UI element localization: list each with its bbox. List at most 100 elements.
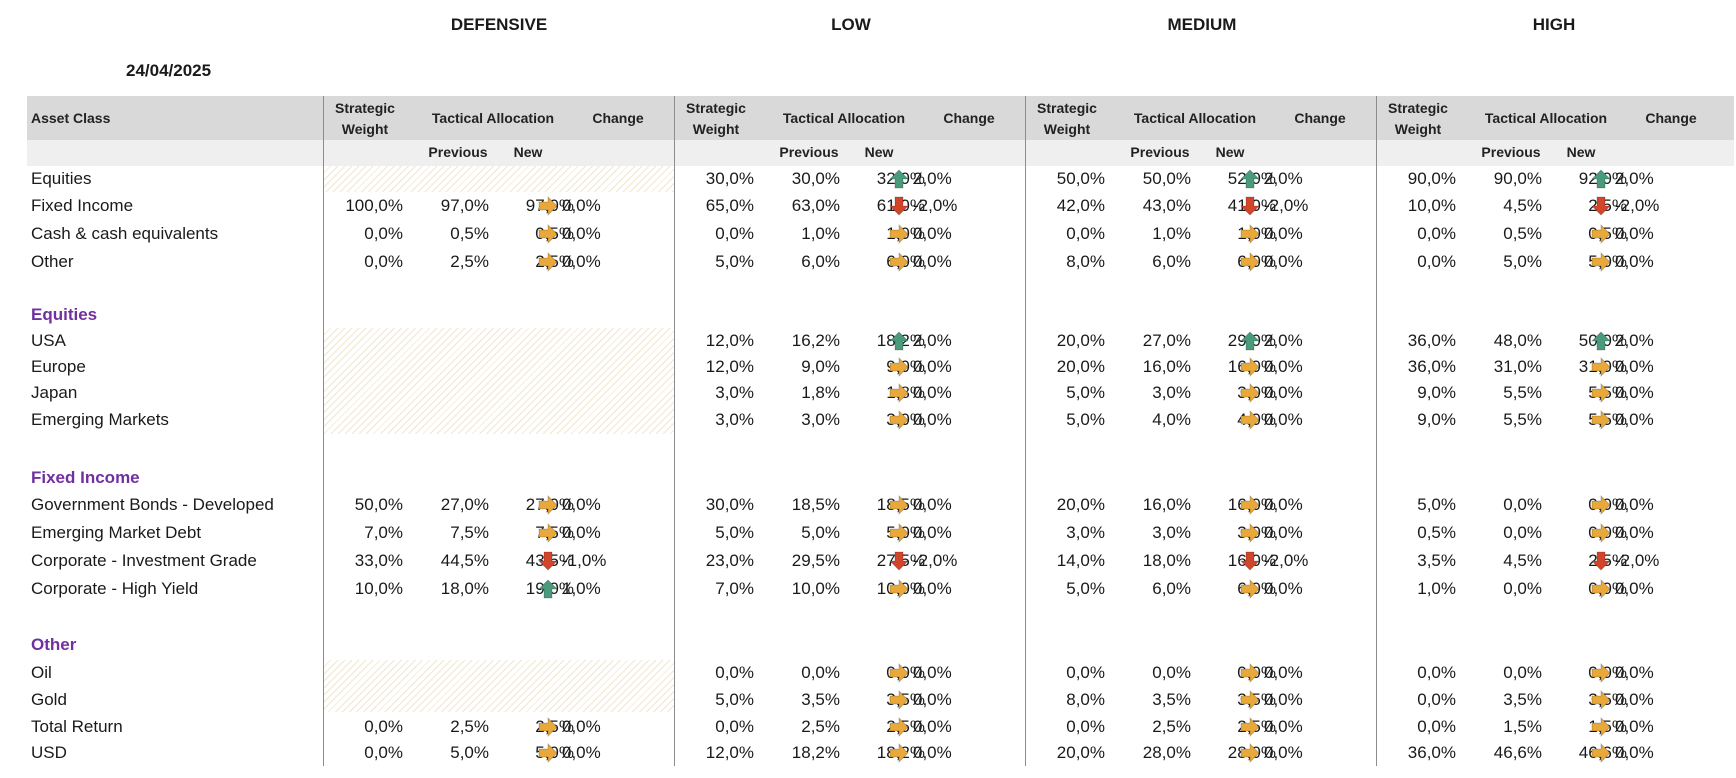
header-previous: Previous <box>1130 144 1190 160</box>
change-cell: 0,0% <box>1240 380 1303 406</box>
change-cell: 0,0% <box>1591 520 1654 546</box>
header-strategic-weight: Strategic Weight <box>1028 98 1106 140</box>
change-value: 0,0% <box>913 663 952 682</box>
previous-cell: 3,0% <box>1152 383 1191 402</box>
change-cell: 0,0% <box>889 740 952 766</box>
arrow-right-icon <box>538 717 558 737</box>
change-value: 0,0% <box>1264 663 1303 682</box>
arrow-right-icon <box>889 663 909 683</box>
arrow-right-icon <box>1591 224 1611 244</box>
change-cell: 0,0% <box>1591 714 1654 740</box>
table-row: Other0,0%2,5%2,5%0,0%5,0%6,0%6,0%0,0%8,0… <box>0 249 1736 275</box>
previous-cell: 2,5% <box>1152 717 1191 736</box>
table-row: Fixed Income100,0%97,0%97,0%0,0%65,0%63,… <box>0 193 1736 219</box>
profile-title-medium: MEDIUM <box>1167 15 1237 34</box>
change-cell: -2,0% <box>889 548 957 574</box>
row-label: USD <box>31 743 67 762</box>
arrow-right-icon <box>889 717 909 737</box>
section-heading: Equities <box>31 305 98 324</box>
header-strategic-weight: Strategic Weight <box>326 98 404 140</box>
change-value: -2,0% <box>913 551 958 570</box>
arrow-right-icon <box>889 743 909 763</box>
arrow-right-icon <box>538 224 558 244</box>
strategic-weight-cell: 0,0% <box>1066 717 1105 736</box>
change-value: 2,0% <box>1264 331 1303 350</box>
change-value: 0,0% <box>1615 523 1654 542</box>
previous-cell: 4,0% <box>1152 410 1191 429</box>
change-cell: 0,0% <box>1240 740 1303 766</box>
previous-cell: 1,8% <box>801 383 840 402</box>
change-cell: 0,0% <box>889 660 952 686</box>
row-label: Emerging Markets <box>31 410 169 429</box>
arrow-right-icon <box>889 523 909 543</box>
change-cell: 0,0% <box>538 714 601 740</box>
arrow-right-icon <box>1240 410 1260 430</box>
previous-cell: 29,5% <box>791 551 840 570</box>
strategic-weight-cell: 9,0% <box>1417 410 1456 429</box>
change-value: 0,0% <box>1615 224 1654 243</box>
arrow-right-icon <box>1240 252 1260 272</box>
table-row: Cash & cash equivalents 0,0% 0,5% 0,5% 0,0% 0… <box>0 221 1736 247</box>
header-change: Change <box>943 110 995 126</box>
table-row: Total Return0,0%2,5%2,5%0,0%0,0%2,5%2,5%… <box>0 714 1736 740</box>
strategic-weight-cell: 3,0% <box>715 410 754 429</box>
previous-cell: 27,0% <box>440 495 489 514</box>
previous-cell: 5,5% <box>1503 410 1542 429</box>
previous-cell: 27,0% <box>1142 331 1191 350</box>
strategic-weight-cell: 50,0% <box>1056 169 1105 188</box>
strategic-weight-cell: 50,0% <box>354 495 403 514</box>
change-value: 2,0% <box>1615 331 1654 350</box>
strategic-weight-cell: 23,0% <box>705 551 754 570</box>
report-date: 24/04/2025 <box>126 61 212 80</box>
change-value: 2,0% <box>1615 169 1654 188</box>
arrow-down-icon <box>889 551 909 571</box>
arrow-right-icon <box>889 224 909 244</box>
change-value: 2,0% <box>913 169 952 188</box>
change-cell: 2,0% <box>1591 166 1654 192</box>
arrow-down-icon <box>1591 551 1611 571</box>
strategic-weight-cell: 36,0% <box>1407 743 1456 762</box>
previous-cell: 50,0% <box>1142 169 1191 188</box>
previous-cell: 16,0% <box>1142 495 1191 514</box>
previous-cell: 3,5% <box>1503 690 1542 709</box>
arrow-right-icon <box>1591 579 1611 599</box>
change-value: 0,0% <box>913 690 952 709</box>
change-value: 0,0% <box>1615 495 1654 514</box>
change-cell: 2,0% <box>889 328 952 354</box>
change-value: 0,0% <box>913 579 952 598</box>
strategic-weight-cell: 0,0% <box>1066 224 1105 243</box>
strategic-weight-cell: 20,0% <box>1056 495 1105 514</box>
arrow-right-icon <box>889 579 909 599</box>
table-row: Oil0,0%0,0%0,0%0,0%0,0%0,0%0,0%0,0%0,0%0… <box>0 660 1736 686</box>
arrow-right-icon <box>1591 357 1611 377</box>
arrow-right-icon <box>1591 383 1611 403</box>
header-line: Weight <box>1043 121 1091 137</box>
header-change: Change <box>592 110 644 126</box>
arrow-right-icon <box>1240 357 1260 377</box>
arrow-right-icon <box>1240 663 1260 683</box>
change-cell: 0,0% <box>1240 687 1303 713</box>
arrow-down-icon <box>1591 196 1611 216</box>
strategic-weight-cell: 7,0% <box>364 523 403 542</box>
strategic-weight-cell: 14,0% <box>1056 551 1105 570</box>
change-cell: 0,0% <box>889 492 952 518</box>
header-line: Weight <box>341 121 389 137</box>
change-cell: 0,0% <box>1240 221 1303 247</box>
change-value: 0,0% <box>1264 717 1303 736</box>
previous-cell: 44,5% <box>440 551 489 570</box>
change-cell: 2,0% <box>1240 328 1303 354</box>
change-cell: 0,0% <box>889 407 952 433</box>
change-cell: 0,0% <box>1591 660 1654 686</box>
previous-cell: 30,0% <box>791 169 840 188</box>
table-row: Equities30,0%30,0%32,0%2,0%50,0%50,0%52,… <box>0 166 1736 192</box>
change-cell: 1,0% <box>538 576 601 602</box>
strategic-weight-cell: 12,0% <box>705 331 754 350</box>
change-value: 0,0% <box>562 717 601 736</box>
column-separator <box>1025 96 1026 766</box>
arrow-right-icon <box>1591 690 1611 710</box>
previous-cell: 4,5% <box>1503 196 1542 215</box>
header-line: Weight <box>692 121 740 137</box>
change-value: 2,0% <box>1264 169 1303 188</box>
strategic-weight-cell: 100,0% <box>345 196 403 215</box>
strategic-weight-cell: 90,0% <box>1407 169 1456 188</box>
